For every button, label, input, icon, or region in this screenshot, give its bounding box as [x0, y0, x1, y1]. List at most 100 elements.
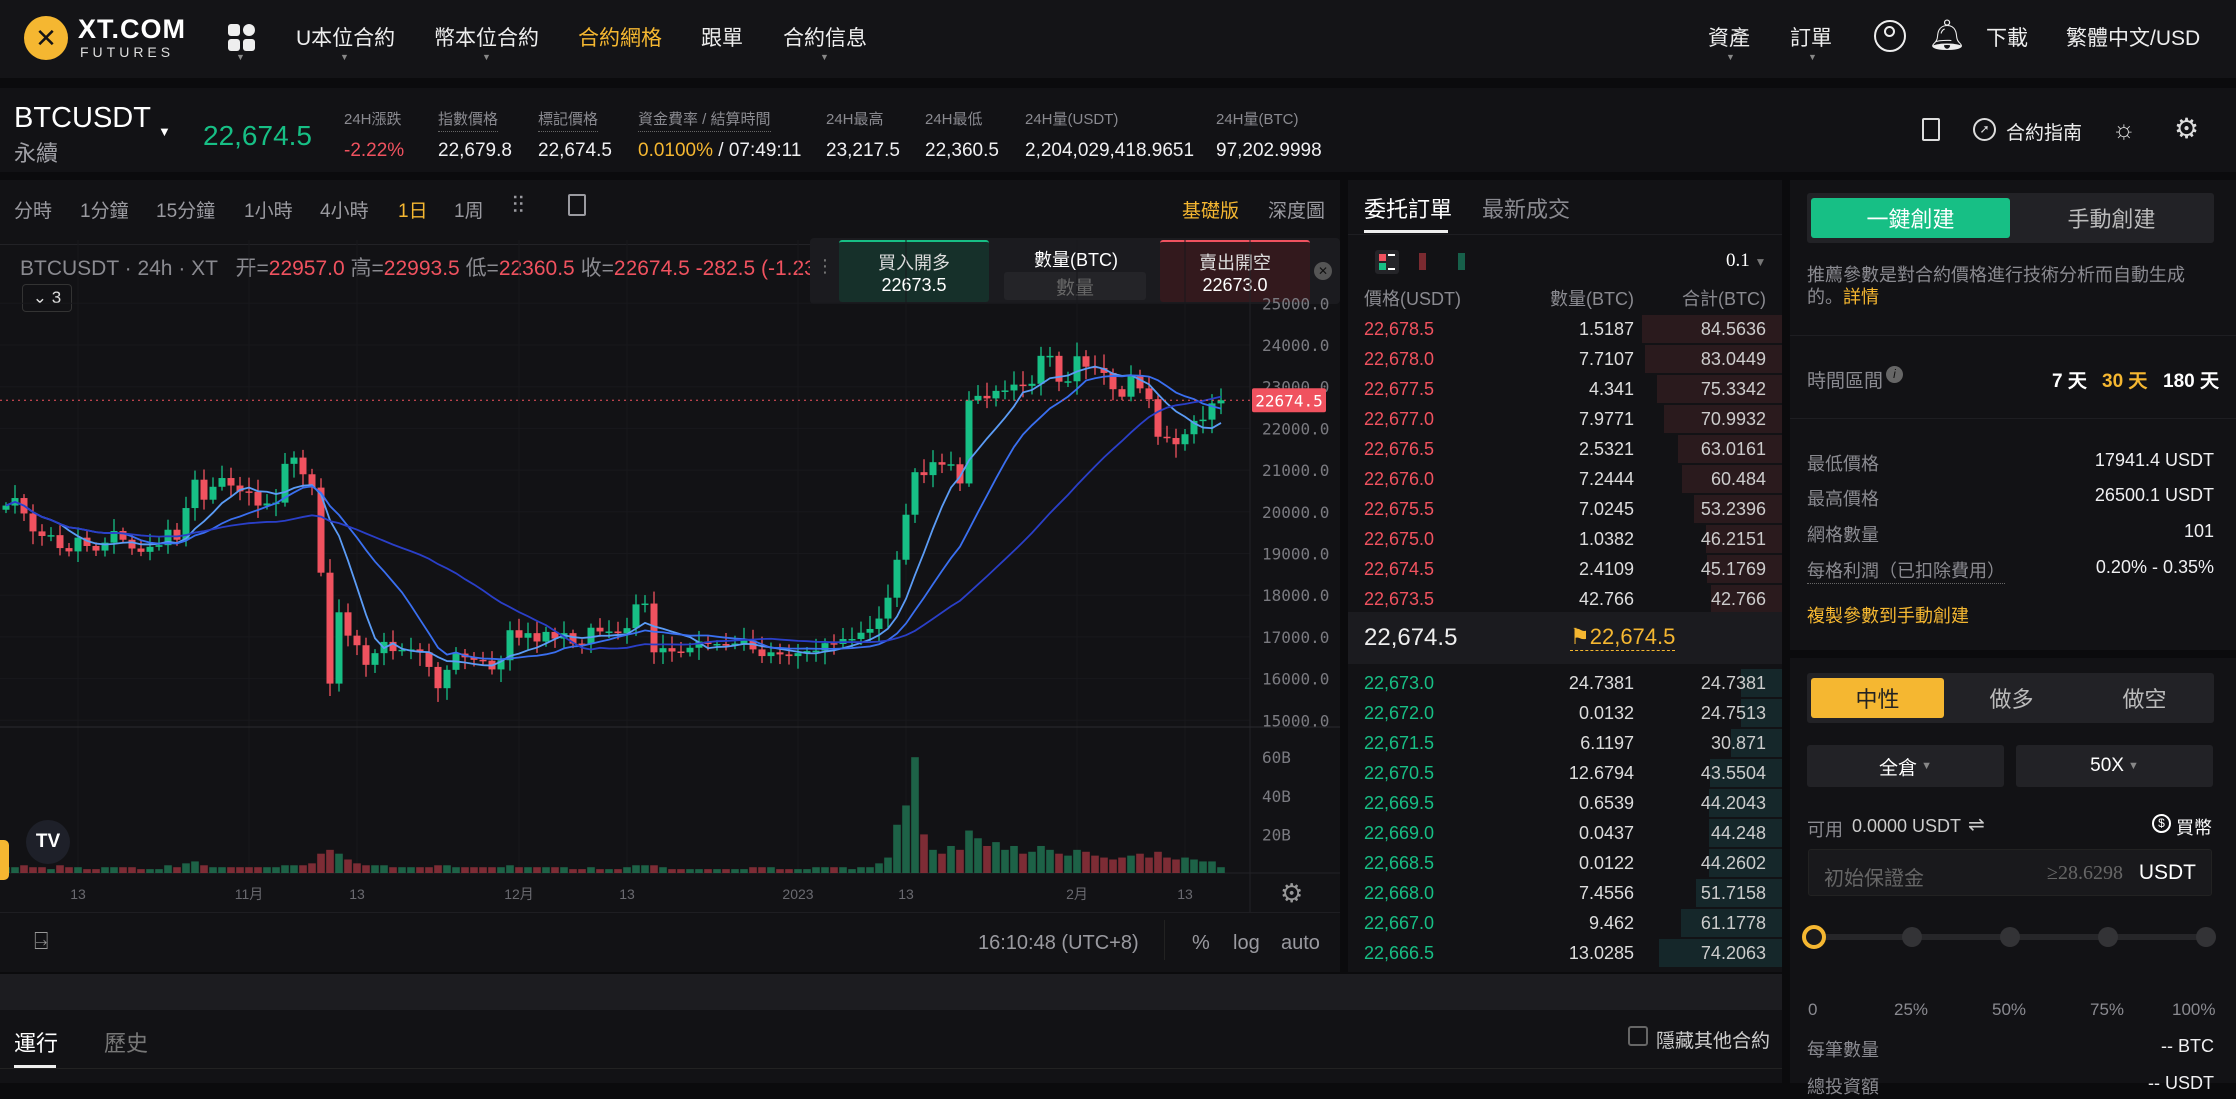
slider-step[interactable]: [1902, 927, 1922, 947]
bids-row[interactable]: 22,670.5 12.6794 43.5504: [1348, 758, 1782, 788]
qty-input[interactable]: 數量: [1004, 272, 1146, 300]
interval-tab[interactable]: 15分鐘: [156, 201, 216, 222]
nav-usdt-futures[interactable]: U本位合約: [296, 27, 396, 50]
direction-short[interactable]: 做空: [2122, 687, 2167, 712]
margin-mode-select[interactable]: 全倉 ▼: [1807, 745, 2004, 787]
direction-long[interactable]: 做多: [1989, 687, 2034, 712]
indicators-toggle[interactable]: ⌄ 3: [22, 284, 72, 312]
apps-grid-icon[interactable]: [228, 24, 256, 52]
period-30d[interactable]: 30 天: [2102, 371, 2148, 392]
details-link[interactable]: 詳情: [1843, 287, 1879, 307]
nav-assets[interactable]: 資產: [1708, 27, 1750, 50]
transfer-icon[interactable]: ⇌: [1968, 814, 1985, 836]
stat-label[interactable]: 指數價格: [438, 108, 499, 132]
tab-order-book[interactable]: 委托訂單: [1364, 197, 1453, 222]
stat-label[interactable]: 標記價格: [538, 108, 599, 132]
asks-row[interactable]: 22,675.5 7.0245 53.2396: [1348, 494, 1782, 524]
bids-row[interactable]: 22,669.0 0.0437 44.248: [1348, 818, 1782, 848]
asks-row[interactable]: 22,677.5 4.341 75.3342: [1348, 374, 1782, 404]
bids-row[interactable]: 22,669.5 0.6539 44.2043: [1348, 788, 1782, 818]
bell-icon[interactable]: 🔔︎: [1928, 19, 1967, 52]
slider-step[interactable]: [2000, 927, 2020, 947]
nav-orders[interactable]: 訂單: [1790, 27, 1832, 50]
dollar-icon[interactable]: $: [2152, 814, 2171, 833]
symbol-dropdown-icon[interactable]: ▼: [158, 124, 171, 139]
nav-language[interactable]: 繁體中文/USD: [2066, 27, 2201, 50]
bids-row[interactable]: 22,666.5 13.0285 74.2063: [1348, 938, 1782, 968]
book-asks-icon[interactable]: [1419, 253, 1426, 270]
indicator-icon[interactable]: ⫶⫶: [512, 192, 524, 219]
symbol-name[interactable]: BTCUSDT: [14, 102, 151, 134]
buy-long-button[interactable]: 買入開多 22673.5: [839, 240, 989, 302]
close-icon[interactable]: ✕: [1314, 262, 1332, 280]
log-scale-toggle[interactable]: log: [1233, 932, 1260, 954]
book-bids-icon[interactable]: [1458, 253, 1465, 270]
draw-tool-icon[interactable]: [568, 194, 586, 216]
tab-one-click-create[interactable]: 一鍵創建: [1811, 198, 2010, 238]
positions-panel: 運行 歷史 隱藏其他合約: [0, 1010, 1782, 1083]
bids-row[interactable]: 22,673.0 24.7381 24.7381: [1348, 668, 1782, 698]
interval-tab[interactable]: 分時: [14, 201, 53, 222]
date-range-icon[interactable]: ⍈: [34, 928, 49, 955]
bids-row[interactable]: 22,671.5 6.1197 30.871: [1348, 728, 1782, 758]
interval-tab[interactable]: 1日: [398, 201, 428, 222]
candlestick-chart[interactable]: 25000.024000.023000.022000.021000.020000…: [0, 180, 1340, 972]
mode-depth[interactable]: 深度圖: [1268, 201, 1326, 222]
compass-icon[interactable]: ➚: [1973, 118, 1996, 141]
direction-neutral[interactable]: 中性: [1811, 678, 1944, 718]
tradingview-logo[interactable]: TV: [26, 820, 70, 864]
asks-row[interactable]: 22,675.0 1.0382 46.2151: [1348, 524, 1782, 554]
mode-basic[interactable]: 基礎版: [1182, 201, 1240, 222]
nav-download[interactable]: 下載: [1986, 27, 2028, 50]
interval-tab[interactable]: 4小時: [320, 201, 369, 222]
contract-guide-link[interactable]: 合約指南: [2006, 123, 2083, 144]
theme-sun-icon[interactable]: ☼: [2112, 114, 2136, 144]
bids-row[interactable]: 22,668.0 7.4556 51.7158: [1348, 878, 1782, 908]
info-icon[interactable]: i: [1886, 366, 1903, 383]
slider-step[interactable]: [1802, 925, 1826, 949]
interval-tab[interactable]: 1分鐘: [80, 201, 129, 222]
initial-margin-input[interactable]: 初始保證金 ≥28.6298 USDT: [1808, 849, 2212, 896]
period-7d[interactable]: 7 天: [2052, 371, 2087, 392]
nav-contract-info[interactable]: 合約信息: [783, 27, 867, 50]
interval-tab[interactable]: 1周: [454, 201, 484, 222]
side-toggle-handle[interactable]: [0, 840, 9, 880]
precision-select[interactable]: 0.1 ▼: [1726, 250, 1767, 271]
bids-row[interactable]: 22,672.0 0.0132 24.7513: [1348, 698, 1782, 728]
profit-per-grid-label[interactable]: 每格利潤（已扣除費用）: [1807, 557, 2005, 584]
slider-step[interactable]: [2196, 927, 2216, 947]
nav-coin-futures[interactable]: 幣本位合約: [434, 27, 539, 50]
asks-row[interactable]: 22,678.5 1.5187 84.5636: [1348, 314, 1782, 344]
tab-recent-trades[interactable]: 最新成交: [1482, 197, 1571, 222]
book-both-icon[interactable]: [1375, 250, 1399, 274]
interval-tab[interactable]: 1小時: [244, 201, 293, 222]
chart-settings-icon[interactable]: ⚙: [1280, 878, 1304, 908]
asks-row[interactable]: 22,677.0 7.9771 70.9932: [1348, 404, 1782, 434]
auto-scale-toggle[interactable]: auto: [1281, 932, 1320, 954]
percent-scale-toggle[interactable]: %: [1192, 932, 1210, 954]
copy-params-link[interactable]: 複製參數到手動創建: [1807, 606, 1969, 626]
document-icon[interactable]: [1922, 118, 1940, 141]
buy-coin-link[interactable]: 買幣: [2176, 818, 2212, 838]
total: 83.0449: [1700, 349, 1766, 369]
bids-row[interactable]: 22,668.5 0.0122 44.2602: [1348, 848, 1782, 878]
asks-row[interactable]: 22,674.5 2.4109 45.1769: [1348, 554, 1782, 584]
slider-step[interactable]: [2098, 927, 2118, 947]
xt-logo-icon[interactable]: ✕: [24, 16, 68, 60]
leverage-select[interactable]: 50X ▼: [2016, 745, 2213, 787]
tab-running[interactable]: 運行: [14, 1031, 59, 1056]
tab-history[interactable]: 歷史: [104, 1031, 149, 1056]
asks-row[interactable]: 22,673.5 42.766 42.766: [1348, 584, 1782, 614]
tab-manual-create[interactable]: 手動創建: [2067, 207, 2156, 232]
stat-label[interactable]: 資金費率 / 結算時間: [638, 108, 771, 132]
hide-others-checkbox[interactable]: [1628, 1026, 1648, 1046]
asks-row[interactable]: 22,676.5 2.5321 63.0161: [1348, 434, 1782, 464]
nav-futures-grid[interactable]: 合約網格: [578, 27, 662, 50]
period-180d[interactable]: 180 天: [2163, 371, 2219, 392]
nav-copy-trade[interactable]: 跟單: [701, 27, 743, 50]
asks-row[interactable]: 22,678.0 7.7107 83.0449: [1348, 344, 1782, 374]
user-icon[interactable]: [1874, 20, 1906, 52]
bids-row[interactable]: 22,667.0 9.462 61.1778: [1348, 908, 1782, 938]
asks-row[interactable]: 22,676.0 7.2444 60.484: [1348, 464, 1782, 494]
settings-gear-icon[interactable]: ⚙: [2174, 113, 2200, 144]
